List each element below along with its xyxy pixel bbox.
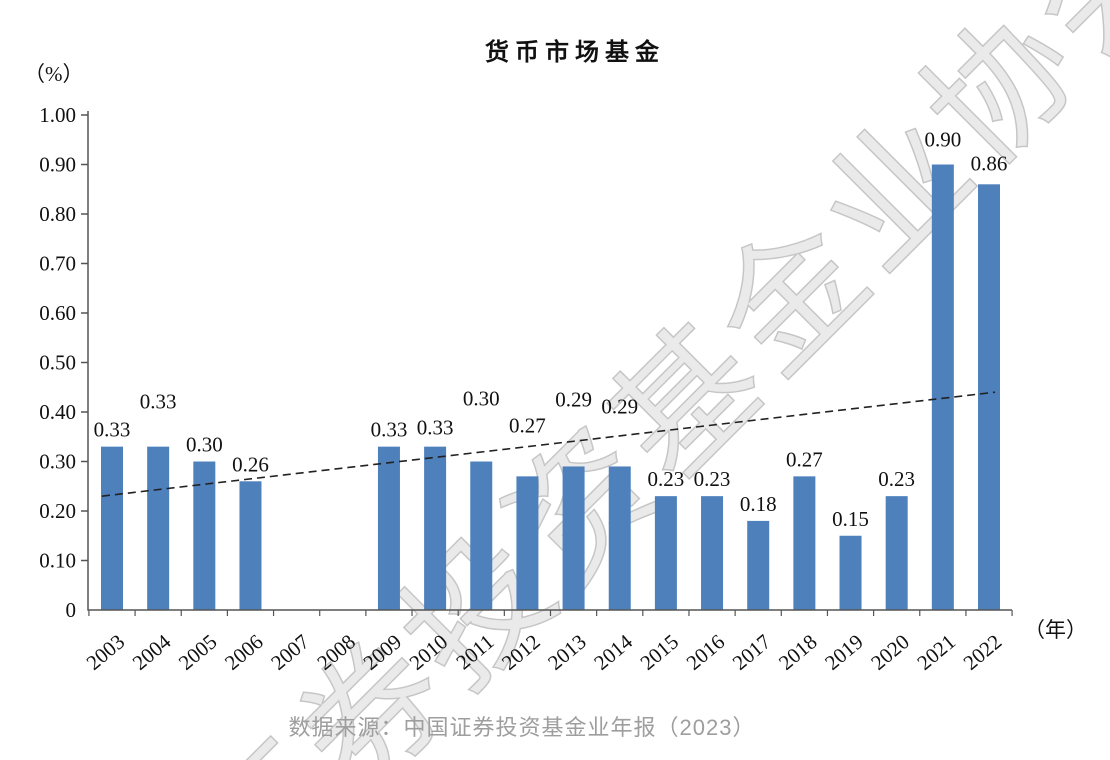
bar-2015 [654,496,677,610]
value-label: 0.33 [94,418,131,442]
x-tick-label: 2008 [312,629,360,674]
x-tick-label: 2020 [866,629,914,674]
y-tick-label: 0.70 [39,252,76,276]
value-label: 0.30 [463,387,500,411]
value-label: 0.26 [232,452,269,476]
x-axis-unit-label: （年） [1024,618,1087,642]
y-axis-unit-label: （%） [24,62,84,86]
trendline [101,391,996,497]
bar-2009 [377,446,400,610]
y-tick-label: 0.80 [39,202,76,226]
x-tick-label: 2010 [405,629,453,674]
y-tick-label: 0.60 [39,301,76,325]
x-tick-label: 2011 [451,629,498,674]
y-tick-label: 0.90 [39,153,76,177]
x-tick-label: 2004 [128,629,176,675]
value-label: 0.90 [924,128,961,152]
value-label: 0.29 [601,394,638,418]
x-tick-label: 2019 [820,629,868,674]
value-label: 0.27 [509,413,546,437]
x-tick-label: 2021 [912,629,960,674]
bar-2011 [470,461,493,610]
value-label: 0.29 [555,387,592,411]
bar-2021 [931,164,954,610]
bar-2016 [701,496,724,610]
x-tick-label: 2005 [174,629,222,674]
bar-2012 [516,476,539,610]
y-tick-label: 0.10 [39,549,76,573]
value-label: 0.23 [878,467,915,491]
value-label: 0.23 [648,467,685,491]
x-tick-label: 2009 [359,629,407,674]
bar-2014 [608,466,631,610]
y-tick-label: 0.20 [39,499,76,523]
value-label: 0.33 [417,416,454,440]
x-tick-label: 2017 [728,629,776,674]
bar-2020 [885,496,908,610]
data-source-caption: 数据来源：中国证券投资基金业年报（2023） [288,715,756,740]
value-label: 0.86 [971,151,1008,175]
value-label: 0.30 [186,433,223,457]
x-tick-label: 2016 [682,629,730,674]
y-tick-label: 0.40 [39,400,76,424]
bar-2022 [978,184,1000,611]
x-tick-label: 2003 [82,629,130,674]
bar-2005 [193,461,216,610]
bar-2006 [239,481,262,610]
x-tick-label: 2015 [636,629,684,674]
bar-2018 [793,476,816,610]
x-tick-label: 2006 [220,629,268,674]
bar-2013 [562,466,585,610]
y-tick-label: 0 [66,598,77,622]
y-tick-label: 1.00 [39,103,76,127]
bar-2003 [101,446,123,610]
bar-2017 [747,520,770,610]
y-tick-label: 0.30 [39,450,76,474]
value-label: 0.23 [694,467,731,491]
x-tick-label: 2013 [543,629,591,674]
x-tick-label: 2012 [497,629,545,674]
value-label: 0.18 [740,492,777,516]
bar-2019 [839,535,862,610]
chart-canvas: 0 0.10 0.20 0.30 0.40 0.50 0.60 0.70 0.80 0.90 1.0… [39,103,1013,675]
value-label: 0.33 [371,418,408,442]
axis-lines [87,111,1012,611]
x-tick-label: 2022 [959,629,1007,674]
chart-title: 货币市场基金 [485,39,665,66]
value-label: 0.27 [786,447,823,471]
x-tick-label: 2018 [774,629,822,674]
value-label: 0.33 [140,390,177,414]
x-tick-label: 2007 [266,629,314,674]
bar-2004 [147,446,170,610]
value-label: 0.15 [832,507,869,531]
bar-2010 [424,446,447,610]
x-tick-label: 2014 [589,629,637,675]
y-tick-label: 0.50 [39,351,76,375]
